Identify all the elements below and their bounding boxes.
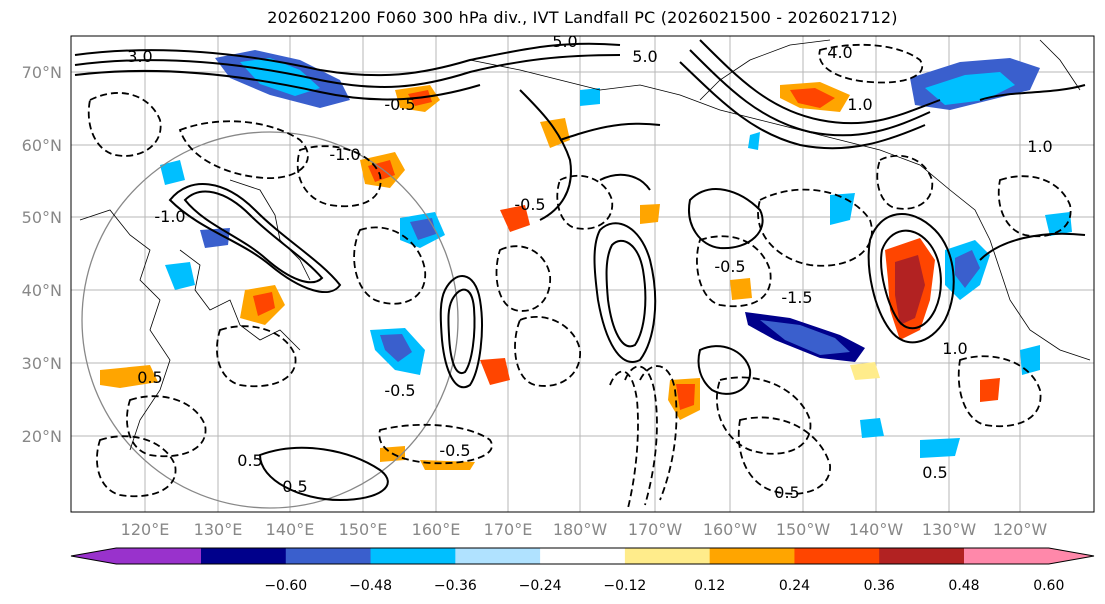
colorbar-tick-label: 0.48 xyxy=(948,578,979,594)
contour-label: -0.5 xyxy=(514,195,545,214)
longitude-labels: 120°E 130°E 140°E 150°E 160°E 170°E 180°W 170°W… xyxy=(121,520,1048,539)
colorbar-extend-low xyxy=(71,548,201,564)
contour-label: 0.5 xyxy=(922,463,947,482)
colorbar-tick-label: 0.12 xyxy=(694,578,725,594)
contour-label: 1.0 xyxy=(847,95,872,114)
colorbar-bin xyxy=(709,548,795,564)
contour-label: -0.5 xyxy=(714,257,745,276)
longitude-label: 180°W xyxy=(553,520,608,539)
longitude-label: 170°E xyxy=(484,520,533,539)
colorbar-tick-label: −0.60 xyxy=(264,578,307,594)
contours-solid xyxy=(74,39,1086,502)
contour-label: 0.5 xyxy=(774,483,799,502)
colorbar-bin xyxy=(879,548,965,564)
longitude-label: 120°E xyxy=(121,520,170,539)
map-frame xyxy=(70,35,1095,513)
contour-label: 3.0 xyxy=(127,47,152,66)
contour-label: -1.0 xyxy=(329,145,360,164)
colorbar-tick-label: −0.36 xyxy=(434,578,477,594)
colorbar-bin xyxy=(201,548,287,564)
colorbar-bin xyxy=(540,548,626,564)
contour-label: -1.5 xyxy=(781,288,812,307)
contour-label: 5.0 xyxy=(632,47,657,66)
colorbar-bin xyxy=(624,548,711,564)
contour-label: 1.0 xyxy=(1027,137,1052,156)
map-title: 2026021200 F060 300 hPa div., IVT Landfa… xyxy=(267,8,898,27)
coastlines xyxy=(79,39,1091,451)
contour-label: -0.5 xyxy=(384,381,415,400)
colorbar-extend-high xyxy=(964,548,1094,564)
longitude-label: 160°W xyxy=(703,520,758,539)
latitude-labels: 70°N 60°N 50°N 40°N 30°N 20°N xyxy=(22,63,62,446)
latitude-label: 20°N xyxy=(22,427,62,446)
colorbar-tick-label: 0.36 xyxy=(864,578,895,594)
latitude-label: 50°N xyxy=(22,208,62,227)
longitude-label: 140°W xyxy=(849,520,904,539)
contour-label: -0.5 xyxy=(384,95,415,114)
colorbar-tick-labels: −0.60 −0.48 −0.36 −0.24 −0.12 0.12 0.24 0.36 0.4… xyxy=(264,578,1064,594)
latitude-label: 60°N xyxy=(22,136,62,155)
longitude-label: 120°W xyxy=(993,520,1048,539)
contours-dashed xyxy=(87,43,1072,509)
colorbar-bin xyxy=(370,548,456,564)
contour-labels: 5.0 5.0 4.0 3.0 1.0 -1.0 -0.5 -0.5 -1.5 1.0 -0.5 0.… xyxy=(127,32,1052,502)
latitude-label: 40°N xyxy=(22,281,62,300)
shading-patches xyxy=(100,50,1072,470)
colorbar-bin xyxy=(285,548,372,564)
contour-label: -0.5 xyxy=(439,441,470,460)
longitude-label: 130°W xyxy=(922,520,977,539)
graticule-lines xyxy=(71,36,1094,512)
colorbar-tick-label: −0.48 xyxy=(349,578,392,594)
contour-label: 0.5 xyxy=(137,368,162,387)
colorbar-tick-label: 0.24 xyxy=(779,578,810,594)
contour-label: -1.0 xyxy=(154,207,185,226)
contour-label: 4.0 xyxy=(827,43,852,62)
colorbar-tick-label: −0.24 xyxy=(519,578,562,594)
longitude-label: 150°W xyxy=(776,520,831,539)
map-panel: 5.0 5.0 4.0 3.0 1.0 -1.0 -0.5 -0.5 -1.5 1.0 -0.5 0.… xyxy=(70,32,1095,513)
longitude-label: 170°W xyxy=(628,520,683,539)
longitude-label: 140°E xyxy=(266,520,315,539)
landfall-region-circle xyxy=(81,131,459,509)
contour-label: 0.5 xyxy=(282,477,307,496)
longitude-label: 130°E xyxy=(194,520,243,539)
contour-label: 0.5 xyxy=(237,451,262,470)
colorbar-tick-label: −0.12 xyxy=(603,578,646,594)
longitude-label: 150°E xyxy=(339,520,388,539)
colorbar-bin xyxy=(794,548,880,564)
contour-label: 1.0 xyxy=(942,339,967,358)
latitude-label: 30°N xyxy=(22,354,62,373)
contour-label: 5.0 xyxy=(552,32,577,51)
latitude-label: 70°N xyxy=(22,63,62,82)
colorbar-bin xyxy=(455,548,541,564)
longitude-label: 160°E xyxy=(412,520,461,539)
colorbar-outline xyxy=(70,547,1095,565)
colorbar-tick-label: 0.60 xyxy=(1033,578,1064,594)
colorbar xyxy=(70,547,1095,565)
